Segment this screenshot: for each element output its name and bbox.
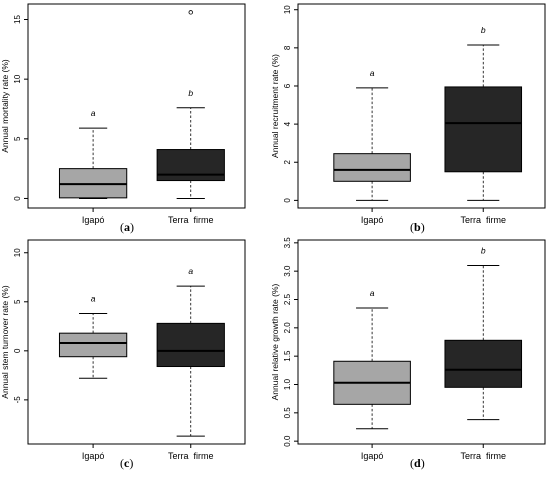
iqr-box <box>156 322 225 368</box>
y-tick-label: 15 <box>13 15 22 24</box>
outlier-point <box>188 10 193 15</box>
y-tick-label: 2.0 <box>283 322 292 334</box>
plot-frame <box>27 3 246 209</box>
category-label: Igapó <box>361 451 384 461</box>
y-axis-label: Annual stem turnover rate (%) <box>0 285 10 399</box>
y-axis-label: Annual recruitment rate (%) <box>270 54 280 158</box>
y-tick-label: 2 <box>283 159 292 164</box>
iqr-box <box>444 339 523 388</box>
significance-letter: a <box>370 288 375 298</box>
y-tick-label: 2.5 <box>283 293 292 305</box>
plot-frame <box>297 3 546 209</box>
significance-letter: b <box>481 246 486 256</box>
y-tick-label: 10 <box>13 74 22 83</box>
significance-letter: a <box>91 108 96 118</box>
box-terra-firme: b <box>444 246 523 421</box>
significance-letter: a <box>91 294 96 304</box>
category-label: Terra firme <box>168 215 214 225</box>
y-axis-label: Annual mortality rate (%) <box>0 59 10 153</box>
panel-label: (c) <box>120 456 134 470</box>
box-terra-firme: a <box>156 266 225 437</box>
iqr-box <box>156 149 225 182</box>
y-tick-label: -5 <box>13 396 22 404</box>
chart-panel-b: 0 2 4 6 8 10 Annual recruitment rate (%) a Igapó… <box>270 3 546 225</box>
significance-letter: a <box>370 68 375 78</box>
iqr-box <box>444 86 523 173</box>
chart-panel-a: 0 5 10 15 Annual mortality rate (%) a Igapó b Te… <box>0 3 246 225</box>
y-tick-label: 1.5 <box>283 350 292 362</box>
category-label: Igapó <box>82 215 105 225</box>
y-tick-label: 4 <box>283 121 292 126</box>
plot-frame <box>27 239 246 445</box>
y-tick-label: 0.0 <box>283 435 292 447</box>
y-tick-label: 3.5 <box>283 237 292 249</box>
box-terra-firme: b <box>156 10 225 199</box>
significance-letter: a <box>188 266 193 276</box>
iqr-box <box>333 153 411 182</box>
significance-letter: b <box>481 25 486 35</box>
panel-label: (b) <box>410 220 425 234</box>
y-tick-label: 5 <box>13 299 22 304</box>
y-tick-label: 3.0 <box>283 265 292 277</box>
category-label: Igapó <box>361 215 384 225</box>
iqr-box <box>58 332 128 358</box>
plot-frame <box>297 239 546 445</box>
significance-letter: b <box>188 88 193 98</box>
chart-panel-d: 0.0 0.5 1.0 1.5 2.0 2.5 3.0 3.5 Annual relative … <box>270 237 546 461</box>
y-tick-label: 8 <box>283 45 292 50</box>
y-tick-label: 0 <box>13 348 22 353</box>
category-label: Terra firme <box>460 451 506 461</box>
box-igapo: a <box>58 294 128 379</box>
y-tick-label: 5 <box>13 136 22 141</box>
category-label: Terra firme <box>168 451 214 461</box>
y-tick-label: 0 <box>13 196 22 201</box>
panel-label: (a) <box>120 220 134 234</box>
box-igapo: a <box>333 288 411 430</box>
box-igapo: a <box>333 68 411 201</box>
category-label: Igapó <box>82 451 105 461</box>
box-terra-firme: b <box>444 25 523 201</box>
category-label: Terra firme <box>460 215 506 225</box>
y-axis-label: Annual relative growth rate (%) <box>270 283 280 400</box>
y-tick-label: 10 <box>283 5 292 14</box>
y-tick-label: 10 <box>13 248 22 257</box>
y-tick-label: 0.5 <box>283 407 292 419</box>
panel-label: (d) <box>410 456 425 470</box>
chart-panel-c: -5 0 5 10 Annual stem turnover rate (%) a Igap… <box>0 239 246 461</box>
y-tick-label: 6 <box>283 83 292 88</box>
box-igapo: a <box>58 108 128 199</box>
y-tick-label: 0 <box>283 198 292 203</box>
y-tick-label: 1.0 <box>283 378 292 390</box>
